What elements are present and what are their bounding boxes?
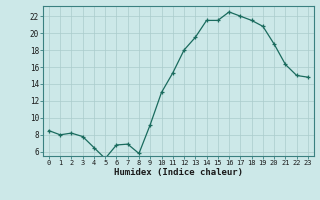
X-axis label: Humidex (Indice chaleur): Humidex (Indice chaleur) (114, 168, 243, 177)
